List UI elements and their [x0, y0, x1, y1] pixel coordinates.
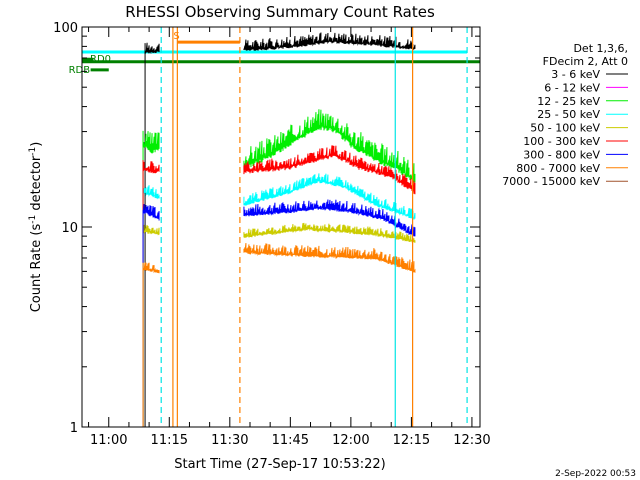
- flag-label-3: RD0: [90, 54, 111, 65]
- legend-header-0: Det 1,3,6,: [573, 42, 628, 55]
- y-tick-label-2: 100: [53, 21, 78, 36]
- y-axis-label-sup: -1: [28, 215, 38, 224]
- x-tick-label-5: 12:15: [393, 433, 430, 448]
- y-axis-label: Count Rate (s-1 detector-1): [28, 142, 44, 313]
- flag-label-4: RDB: [69, 65, 91, 76]
- legend-label-8: 7000 - 15000 keV: [502, 175, 600, 188]
- y-tick-label-0: 1: [70, 421, 78, 436]
- series-2: [142, 109, 416, 427]
- legend-item-8: 7000 - 15000 keV: [502, 175, 628, 188]
- x-tick-label-6: 12:30: [453, 433, 490, 448]
- y-axis-label-main: Count Rate (s: [29, 224, 44, 313]
- legend-label-1: 6 - 12 keV: [544, 81, 600, 94]
- x-tick-label-1: 11:15: [151, 433, 188, 448]
- legend-label-4: 50 - 100 keV: [530, 122, 600, 135]
- footer-date: 2-Sep-2022 00:53: [555, 469, 636, 479]
- x-tick-label-4: 12:00: [332, 433, 369, 448]
- y-axis-label-end: ): [29, 142, 44, 147]
- y-tick-label-1: 10: [61, 221, 78, 236]
- legend-label-2: 12 - 25 keV: [537, 95, 600, 108]
- x-axis-label: Start Time (27-Sep-17 10:53:22): [174, 457, 385, 472]
- legend-item-3: 25 - 50 keV: [537, 108, 628, 121]
- series-0: [144, 32, 416, 427]
- flag-bar-2: S: [173, 31, 240, 44]
- legend-item-2: 12 - 25 keV: [537, 95, 628, 108]
- y-axis-label-sup2: -1: [28, 147, 38, 156]
- flag-bar-3: RD0: [82, 54, 111, 65]
- legend-item-0: 3 - 6 keV: [551, 68, 628, 81]
- plot-frame: [81, 26, 481, 428]
- y-axis-label-rest: detector: [29, 155, 44, 215]
- flag-label-2: S: [173, 31, 179, 42]
- legend-label-3: 25 - 50 keV: [537, 108, 600, 121]
- series-7: [142, 243, 416, 427]
- x-tick-label-3: 11:45: [272, 433, 309, 448]
- x-tick-label-2: 11:30: [211, 433, 248, 448]
- legend-label-6: 300 - 800 keV: [523, 148, 600, 161]
- legend-label-7: 800 - 7000 keV: [516, 162, 600, 175]
- flag-bar-4: RDB: [69, 65, 109, 76]
- legend-label-0: 3 - 6 keV: [551, 68, 600, 81]
- legend-item-7: 800 - 7000 keV: [516, 162, 628, 175]
- x-tick-label-0: 11:00: [90, 433, 127, 448]
- series-5: [142, 145, 416, 427]
- legend-item-6: 300 - 800 keV: [523, 148, 628, 161]
- legend-item-4: 50 - 100 keV: [530, 122, 628, 135]
- legend-header-1: FDecim 2, Att 0: [543, 55, 628, 68]
- legend-item-1: 6 - 12 keV: [544, 81, 628, 94]
- legend-label-5: 100 - 300 keV: [523, 135, 600, 148]
- chart-title: RHESSI Observing Summary Count Rates: [125, 3, 435, 21]
- legend-item-5: 100 - 300 keV: [523, 135, 628, 148]
